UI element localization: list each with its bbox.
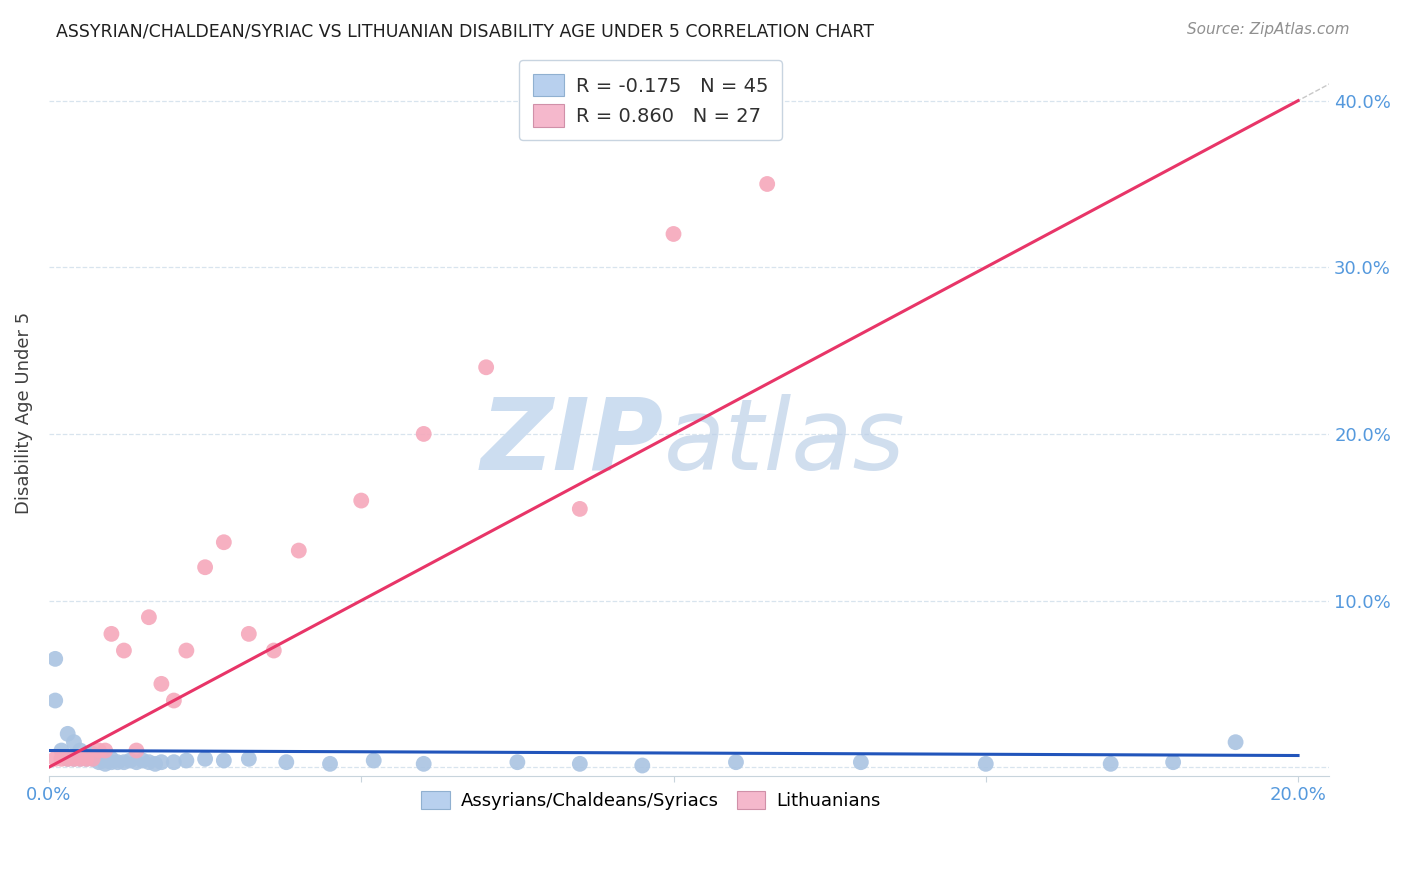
Point [163,755,186,769]
Point [44,693,66,707]
Point [263,643,285,657]
Point [82,747,104,761]
Point [176,754,198,768]
Point [56,752,79,766]
Point [125,755,148,769]
Point [363,754,385,768]
Point [150,755,173,769]
Point [212,535,235,549]
Y-axis label: Disability Age Under 5: Disability Age Under 5 [15,312,32,514]
Legend: Assyrians/Chaldeans/Syriacs, Lithuanians: Assyrians/Chaldeans/Syriacs, Lithuanians [413,783,887,817]
Point [100,752,122,766]
Point [125,743,148,757]
Point [143,756,166,771]
Point [974,756,997,771]
Point [69,752,91,766]
Point [412,756,434,771]
Point [631,758,654,772]
Point [87,750,110,764]
Point [56,752,79,766]
Point [94,756,117,771]
Point [63,752,86,766]
Point [63,752,86,766]
Point [724,755,747,769]
Point [75,747,97,761]
Point [849,755,872,769]
Point [350,493,373,508]
Point [1225,735,1247,749]
Point [51,743,73,757]
Point [82,752,104,766]
Point [276,755,298,769]
Text: atlas: atlas [664,393,905,491]
Point [163,693,186,707]
Point [506,755,529,769]
Point [138,610,160,624]
Point [212,754,235,768]
Point [63,735,86,749]
Point [69,743,91,757]
Point [51,752,73,766]
Point [82,752,104,766]
Point [69,752,91,766]
Point [56,727,79,741]
Point [1161,755,1184,769]
Point [238,752,260,766]
Point [176,643,198,657]
Point [194,560,217,574]
Point [94,754,117,768]
Point [100,627,122,641]
Point [87,743,110,757]
Text: ASSYRIAN/CHALDEAN/SYRIAC VS LITHUANIAN DISABILITY AGE UNDER 5 CORRELATION CHART: ASSYRIAN/CHALDEAN/SYRIAC VS LITHUANIAN D… [56,22,875,40]
Point [120,754,142,768]
Point [94,743,117,757]
Point [756,177,779,191]
Point [475,360,498,375]
Point [44,652,66,666]
Point [1099,756,1122,771]
Point [319,756,342,771]
Point [238,627,260,641]
Point [138,755,160,769]
Point [568,502,591,516]
Point [87,755,110,769]
Point [150,677,173,691]
Point [75,752,97,766]
Point [112,643,135,657]
Point [288,543,311,558]
Point [112,755,135,769]
Text: Source: ZipAtlas.com: Source: ZipAtlas.com [1187,22,1350,37]
Point [568,756,591,771]
Point [412,426,434,441]
Text: ZIP: ZIP [481,393,664,491]
Point [107,755,129,769]
Point [44,752,66,766]
Point [662,227,685,241]
Point [131,754,153,768]
Point [194,752,217,766]
Point [75,752,97,766]
Point [100,755,122,769]
